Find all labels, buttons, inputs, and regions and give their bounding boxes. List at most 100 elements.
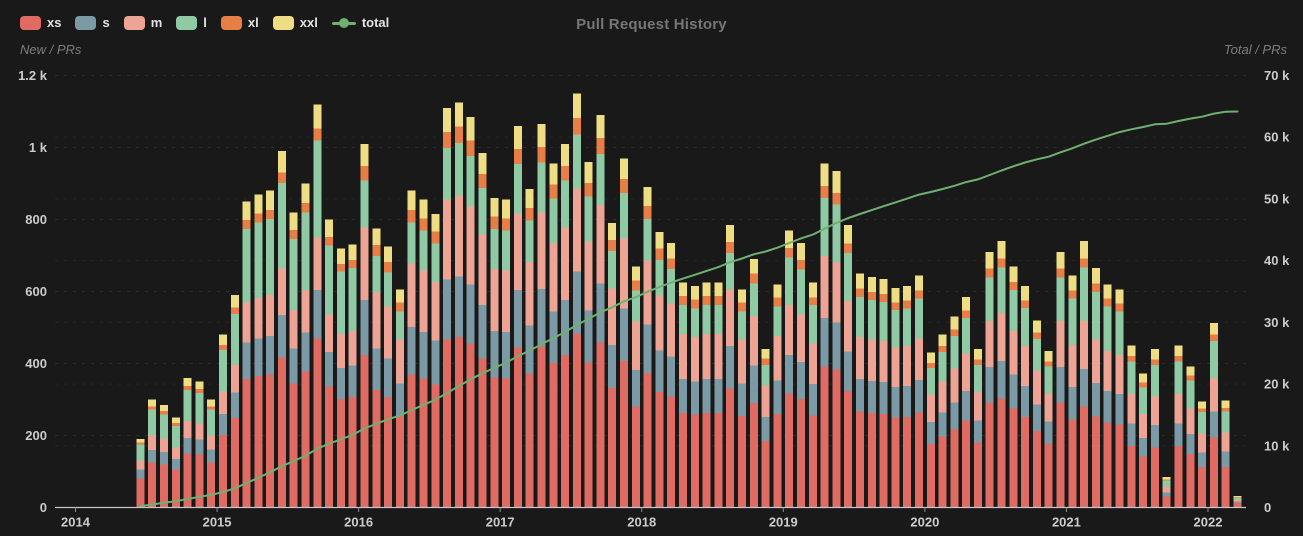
bar-segment-m[interactable] — [348, 331, 357, 366]
bar-segment-l[interactable] — [254, 222, 263, 298]
bar-segment-s[interactable] — [1221, 451, 1230, 467]
bar-segment-s[interactable] — [336, 367, 345, 399]
bar-segment-s[interactable] — [502, 332, 511, 379]
bar-segment-l[interactable] — [997, 267, 1006, 314]
legend-item-xs[interactable]: xs — [20, 16, 61, 30]
bar-segment-s[interactable] — [608, 345, 617, 388]
bar-segment-l[interactable] — [431, 243, 440, 282]
bar-segment-m[interactable] — [502, 270, 511, 333]
bar-segment-l[interactable] — [325, 245, 334, 315]
bar-segment-xxl[interactable] — [997, 241, 1006, 259]
bar-segment-xxl[interactable] — [985, 251, 994, 269]
bar-segment-xs[interactable] — [1056, 402, 1065, 508]
bar-segment-l[interactable] — [584, 196, 593, 242]
bar-segment-xs[interactable] — [230, 418, 239, 508]
bar-segment-s[interactable] — [1162, 492, 1171, 497]
bar-segment-xxl[interactable] — [1080, 241, 1089, 259]
bar-segment-l[interactable] — [1186, 380, 1195, 409]
bar-segment-s[interactable] — [903, 386, 912, 418]
bar-segment-xxl[interactable] — [289, 212, 298, 230]
bar-segment-s[interactable] — [537, 288, 546, 347]
bar-segment-l[interactable] — [832, 204, 841, 262]
bar-segment-xs[interactable] — [832, 369, 841, 508]
bar-segment-l[interactable] — [230, 314, 239, 365]
bar-segment-xl[interactable] — [325, 236, 334, 246]
bar-segment-m[interactable] — [726, 289, 735, 347]
bar-segment-m[interactable] — [454, 195, 463, 277]
bar-segment-m[interactable] — [1056, 321, 1065, 368]
bar-segment-xl[interactable] — [136, 442, 145, 445]
bar-segment-xl[interactable] — [879, 294, 888, 302]
bar-segment-xs[interactable] — [195, 454, 204, 508]
bar-segment-xs[interactable] — [631, 406, 640, 508]
bar-segment-s[interactable] — [761, 417, 770, 441]
bar-segment-m[interactable] — [136, 460, 145, 470]
bar-segment-s[interactable] — [950, 402, 959, 430]
bar-segment-m[interactable] — [561, 227, 570, 301]
bar-segment-m[interactable] — [478, 234, 487, 306]
bar-segment-s[interactable] — [513, 290, 522, 348]
bar-segment-m[interactable] — [419, 270, 428, 333]
bar-segment-xxl[interactable] — [679, 282, 687, 296]
bar-segment-l[interactable] — [242, 229, 251, 303]
bar-segment-xxl[interactable] — [867, 277, 876, 293]
bar-segment-s[interactable] — [207, 449, 216, 463]
bar-segment-xxl[interactable] — [490, 197, 499, 217]
bar-segment-m[interactable] — [867, 339, 876, 381]
bar-segment-xs[interactable] — [207, 462, 216, 508]
bar-segment-s[interactable] — [1103, 391, 1112, 423]
bar-segment-l[interactable] — [773, 306, 782, 336]
bar-segment-m[interactable] — [962, 353, 971, 392]
legend-item-total[interactable]: total — [331, 16, 389, 30]
bar-segment-l[interactable] — [702, 304, 711, 334]
bar-segment-l[interactable] — [537, 162, 546, 213]
bar-segment-xl[interactable] — [348, 260, 357, 269]
bar-segment-xxl[interactable] — [1198, 401, 1207, 409]
bar-segment-xs[interactable] — [360, 354, 369, 508]
bar-segment-xl[interactable] — [254, 213, 263, 223]
bar-segment-xs[interactable] — [431, 384, 440, 508]
bar-segment-m[interactable] — [1209, 378, 1218, 412]
bar-segment-m[interactable] — [443, 199, 452, 280]
bar-segment-xl[interactable] — [384, 261, 393, 273]
bar-segment-s[interactable] — [1091, 382, 1100, 417]
bar-segment-xl[interactable] — [1186, 375, 1195, 381]
bar-segment-m[interactable] — [785, 304, 794, 355]
bar-segment-xs[interactable] — [1221, 466, 1230, 508]
bar-segment-m[interactable] — [856, 336, 864, 379]
bar-segment-xxl[interactable] — [938, 334, 947, 346]
bar-segment-xs[interactable] — [513, 347, 522, 508]
bar-segment-m[interactable] — [384, 306, 393, 359]
bar-segment-l[interactable] — [915, 298, 923, 339]
bar-segment-xs[interactable] — [1103, 422, 1112, 508]
bar-segment-xxl[interactable] — [1021, 286, 1030, 301]
bar-segment-xxl[interactable] — [891, 287, 900, 303]
bar-segment-xxl[interactable] — [219, 334, 227, 346]
bar-segment-xxl[interactable] — [1056, 251, 1065, 269]
bar-segment-l[interactable] — [561, 180, 570, 228]
bar-segment-xl[interactable] — [596, 138, 605, 154]
bar-segment-xl[interactable] — [537, 147, 546, 163]
bar-segment-m[interactable] — [608, 288, 617, 346]
legend-item-s[interactable]: s — [75, 16, 110, 30]
bar-segment-m[interactable] — [490, 269, 499, 332]
bar-segment-xs[interactable] — [1091, 416, 1100, 508]
bar-segment-s[interactable] — [1080, 368, 1089, 407]
bar-segment-xs[interactable] — [1127, 445, 1136, 508]
bar-segment-xl[interactable] — [702, 295, 711, 305]
bar-segment-m[interactable] — [431, 281, 440, 341]
bar-segment-xl[interactable] — [478, 174, 487, 189]
bar-segment-m[interactable] — [997, 313, 1006, 361]
bar-segment-xs[interactable] — [219, 434, 227, 508]
bar-segment-xs[interactable] — [313, 338, 322, 508]
bar-segment-s[interactable] — [785, 354, 794, 394]
bar-segment-s[interactable] — [702, 378, 711, 413]
bar-segment-l[interactable] — [1032, 339, 1041, 371]
bar-segment-m[interactable] — [973, 391, 982, 421]
bar-segment-l[interactable] — [1103, 306, 1112, 351]
bar-segment-l[interactable] — [985, 277, 994, 322]
bar-segment-xxl[interactable] — [915, 275, 923, 291]
bar-segment-xl[interactable] — [171, 422, 180, 426]
bar-segment-m[interactable] — [832, 261, 841, 323]
bar-segment-xl[interactable] — [726, 241, 735, 253]
